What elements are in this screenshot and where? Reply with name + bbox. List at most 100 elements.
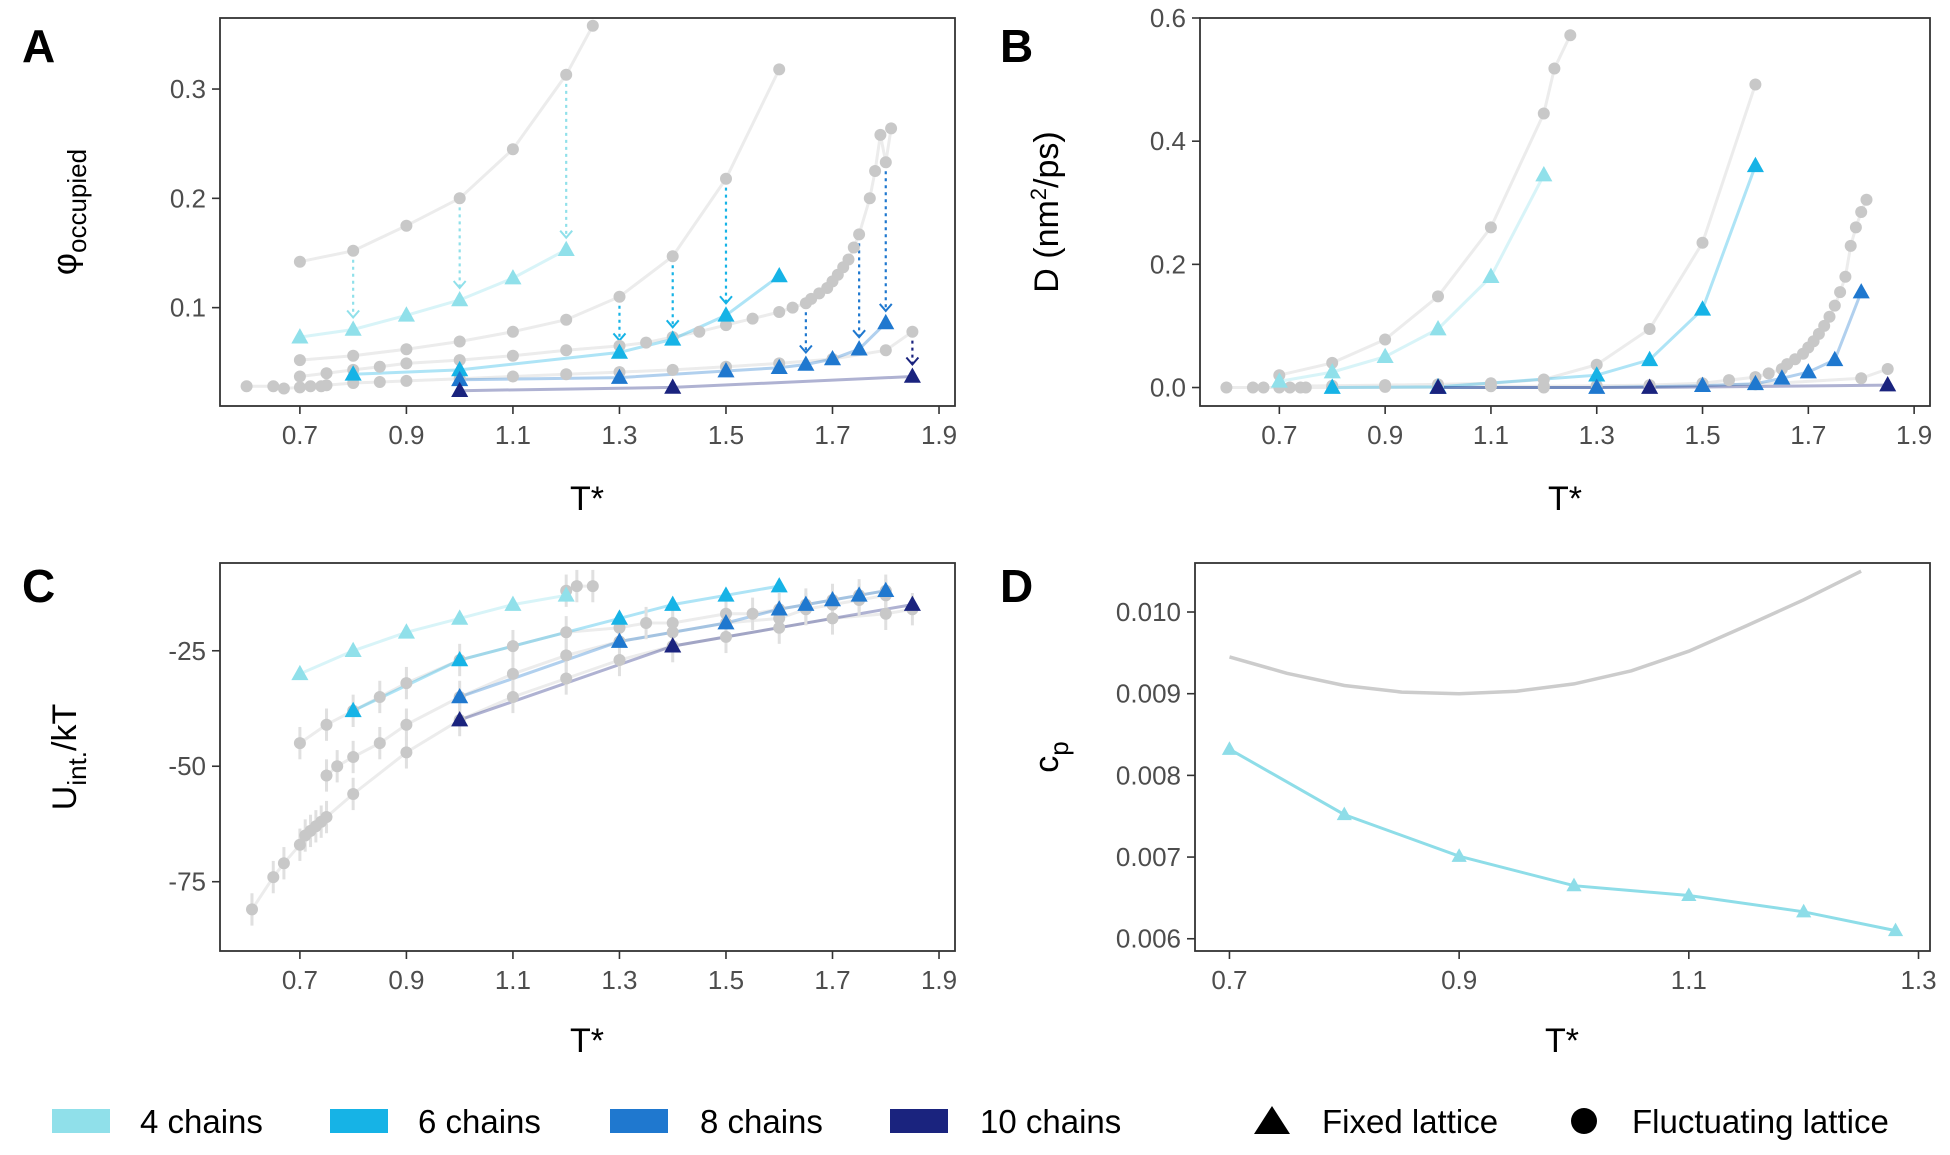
y-tick-label: -25: [168, 636, 206, 666]
legend-label-4-chains: 4 chains: [140, 1103, 263, 1140]
fluct-point-8-chains: [1723, 374, 1735, 387]
fluct-point-8-chains: [373, 360, 386, 373]
fixed-point-4-chains: [1270, 372, 1288, 388]
x-tick-label: 1.5: [708, 965, 744, 995]
fluct-point-8-chains: [1860, 193, 1873, 206]
fluct-point-10-chains: [906, 325, 919, 338]
fluct-point-8-chains: [1823, 310, 1836, 323]
fluct-point-8-chains: [1379, 380, 1392, 393]
cp-fixed-point: [1221, 741, 1238, 755]
plot-frame-a: [219, 17, 956, 407]
fluct-point-10-chains: [320, 811, 333, 823]
x-tick-label: 0.7: [1261, 420, 1297, 450]
fixed-point-4-chains: [504, 595, 522, 611]
fluct-point-6-chains: [1590, 358, 1603, 371]
cp-fixed-point: [1796, 903, 1812, 918]
fixed-point-6-chains: [1746, 156, 1764, 173]
x-tick-label: 1.3: [601, 420, 637, 450]
arrow-head: [799, 344, 813, 355]
fluct-point-6-chains: [506, 325, 519, 338]
fluct-point-4-chains: [1537, 107, 1550, 120]
fluct-point-8-chains: [1762, 367, 1775, 380]
legend-label-fixed-lattice: Fixed lattice: [1322, 1103, 1498, 1140]
fixed-point-8-chains: [1852, 283, 1870, 299]
x-tick-label: 1.1: [495, 965, 531, 995]
fluct-point-10-chains: [826, 612, 839, 625]
fixed-point-6-chains: [451, 360, 469, 377]
fixed-point-10-chains: [903, 595, 921, 611]
fluct-point-8-chains: [347, 751, 360, 763]
fixed-point-4-chains: [344, 320, 362, 336]
fixed-point-10-chains: [664, 378, 682, 394]
fluct-point-4-chains: [1548, 62, 1561, 75]
x-tick-label: 1.9: [921, 965, 957, 995]
fluct-point-6-chains: [453, 335, 466, 348]
fixed-point-8-chains: [1799, 363, 1817, 379]
fixed-point-8-chains: [1746, 374, 1764, 391]
fluct-point-8-chains: [331, 760, 344, 773]
fluct-point-4-chains: [1484, 221, 1497, 234]
fixed-point-8-chains: [1588, 378, 1606, 394]
x-tick-label: 0.9: [388, 965, 424, 995]
x-tick-label: 0.7: [282, 965, 318, 995]
fluct-point-4-chains: [586, 19, 599, 32]
legend-key-6-chains: [330, 1109, 388, 1133]
fixed-point-10-chains: [451, 711, 469, 727]
fluct-point-6-chains: [373, 691, 386, 703]
legend-key-10-chains: [890, 1109, 948, 1133]
fixed-point-8-chains: [797, 595, 815, 611]
fluct-point-6-chains: [666, 617, 679, 629]
fluct-point-8-chains: [640, 336, 653, 349]
fluct-point-8-chains: [373, 737, 386, 750]
fluct-line-8-chains: [299, 128, 893, 378]
fixed-point-8-chains: [610, 368, 629, 384]
fluct-point-6-chains: [560, 313, 573, 326]
triangle-icon: [1254, 1106, 1290, 1134]
fluct-point-10-chains: [246, 903, 258, 916]
fluct-point-8-chains: [842, 253, 855, 266]
fluct-point-8-chains: [885, 122, 898, 135]
fluct-point-6-chains: [293, 737, 306, 750]
fluct-point-8-chains: [1834, 286, 1847, 299]
fluct-point-10-chains: [293, 381, 306, 394]
fixed-point-8-chains: [823, 590, 842, 607]
fluct-point-4-chains: [506, 143, 519, 156]
fixed-line-4-chains: [299, 248, 567, 339]
fluct-point-4-chains: [400, 219, 413, 232]
arrow-head: [452, 280, 467, 290]
fluct-point-6-chains: [506, 640, 519, 653]
fluct-point-8-chains: [1855, 206, 1868, 218]
fixed-point-6-chains: [344, 701, 362, 718]
fluct-point-8-chains: [1818, 319, 1831, 332]
fluct-point-8-chains: [293, 370, 306, 383]
fluct-point-6-chains: [1643, 323, 1656, 335]
fixed-point-8-chains: [797, 355, 815, 371]
panel-b: B 0.7 0.9 1.1 1.3 1.5 1.7 1.9 0.0 0.2 0.4 0.6 T* D…: [1000, 3, 1932, 518]
legend-label-6-chains: 6 chains: [418, 1103, 541, 1140]
fixed-point-10-chains: [903, 367, 921, 383]
fluct-point-4-chains: [586, 580, 599, 593]
fluct-point-8-chains: [506, 349, 519, 362]
fixed-line-8-chains: [1438, 291, 1863, 389]
fluct-point-4-chains: [1379, 333, 1392, 346]
x-tick-label: 1.1: [1473, 420, 1509, 450]
fluct-point-8-chains: [400, 357, 413, 370]
fixed-point-6-chains: [1641, 350, 1659, 367]
x-tick-label: 1.3: [1900, 965, 1936, 995]
fluct-point-6-chains: [400, 677, 413, 690]
x-tick-label: 0.7: [1211, 965, 1247, 995]
fixed-point-4-chains: [397, 306, 415, 322]
fluct-point-10-chains: [277, 857, 290, 870]
plot-frame-d: [1194, 562, 1931, 952]
fluct-point-6-chains: [746, 607, 759, 620]
fixed-point-4-chains: [1482, 267, 1500, 283]
fixed-point-6-chains: [1588, 366, 1606, 382]
fixed-point-6-chains: [664, 595, 682, 611]
cp-fixed-point: [1566, 877, 1582, 892]
fluct-point-4-chains: [1432, 290, 1444, 303]
x-tick-label: 0.9: [1441, 965, 1477, 995]
fluct-point-10-chains: [666, 363, 679, 376]
fluct-point-8-chains: [1484, 380, 1497, 393]
x-tick-label: 1.5: [708, 420, 744, 450]
x-tick-label: 1.9: [1896, 420, 1932, 450]
